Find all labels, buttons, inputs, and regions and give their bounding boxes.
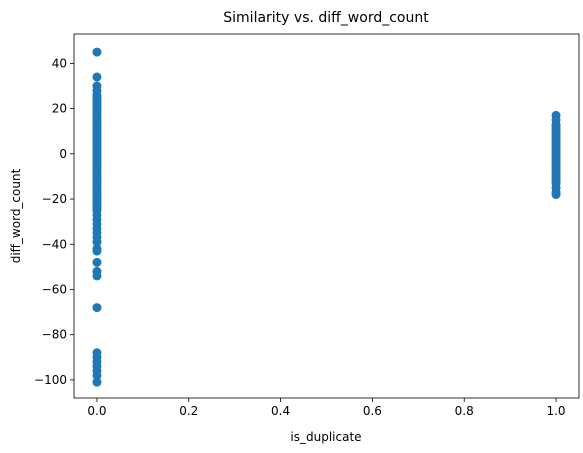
data-point (92, 271, 102, 281)
points-layer (92, 47, 561, 387)
x-axis-label: is_duplicate (290, 430, 361, 444)
y-tick-label: −60 (42, 282, 67, 296)
y-tick-label: 40 (52, 56, 67, 70)
x-tick-label: 1.0 (546, 404, 565, 418)
y-tick-label: 20 (52, 102, 67, 116)
y-tick-label: −20 (42, 192, 67, 206)
y-tick-label: −40 (42, 237, 67, 251)
x-tick-label: 0.4 (271, 404, 290, 418)
data-point (551, 190, 561, 200)
chart-title: Similarity vs. diff_word_count (223, 10, 429, 26)
x-tick-label: 0.8 (455, 404, 474, 418)
y-axis-label: diff_word_count (9, 168, 23, 263)
y-tick-label: −100 (34, 373, 67, 387)
data-point (92, 303, 102, 313)
y-axis-ticks: −100 −80 −60 −40 −20 0 20 40 (34, 56, 74, 387)
data-point (92, 377, 102, 387)
x-tick-label: 0.2 (179, 404, 198, 418)
x-tick-label: 0.0 (87, 404, 106, 418)
data-point (92, 246, 102, 256)
x-tick-label: 0.6 (363, 404, 382, 418)
data-point (92, 257, 102, 267)
x-axis-ticks: 0.0 0.2 0.4 0.6 0.8 1.0 (87, 398, 566, 418)
data-point (92, 237, 102, 247)
plot-frame (73, 33, 580, 399)
data-point (92, 370, 102, 380)
data-point (92, 72, 102, 82)
data-point (92, 47, 102, 57)
y-tick-label: 0 (59, 147, 67, 161)
y-tick-label: −80 (42, 328, 67, 342)
